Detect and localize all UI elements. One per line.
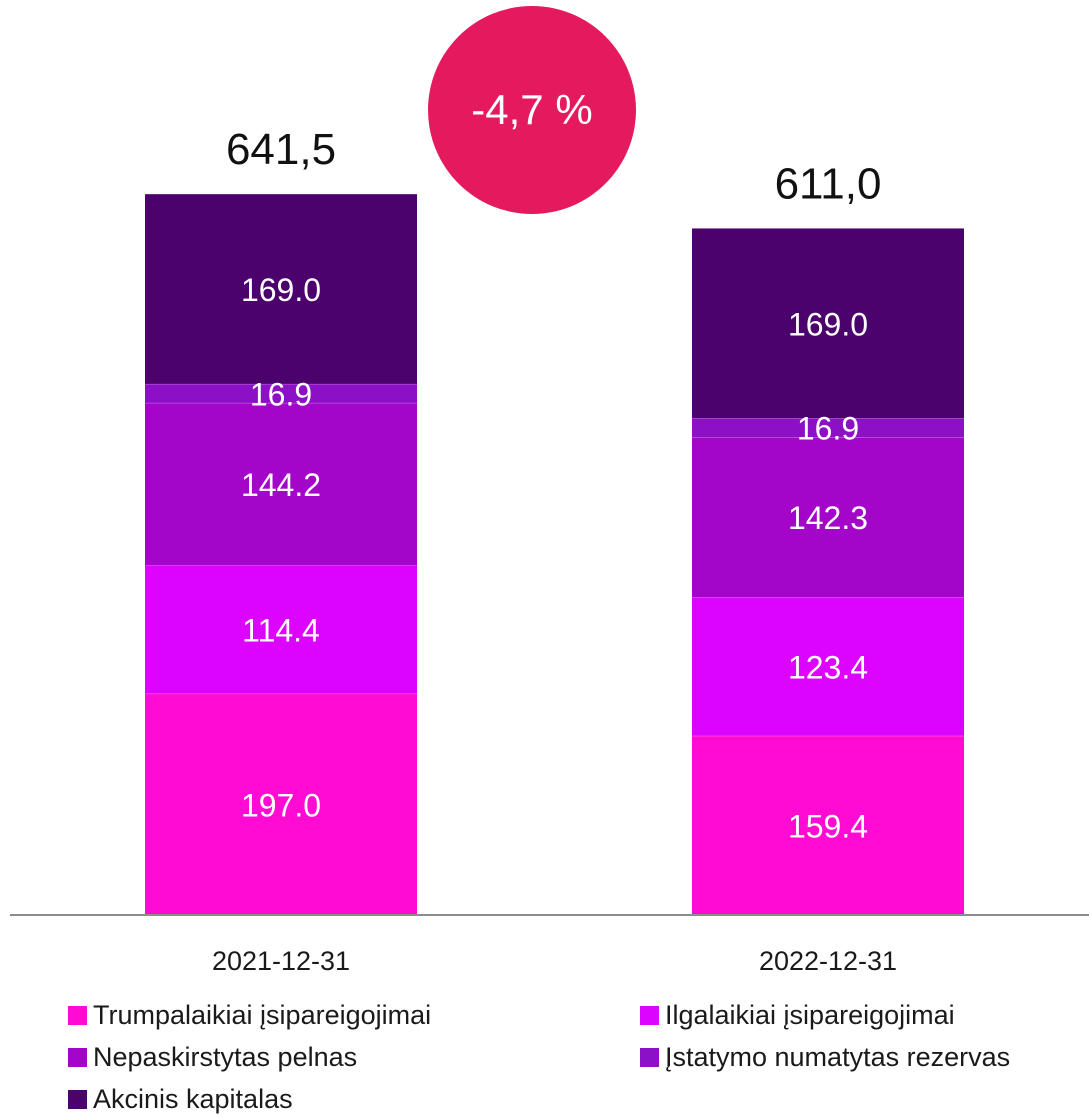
bar-segment-0-0	[145, 693, 417, 915]
bar-segment-3-0	[145, 383, 417, 403]
bar-segment-0-1	[692, 735, 964, 915]
x-tick-label: 2022-12-31	[759, 946, 897, 976]
bar-segment-4-1	[692, 228, 964, 419]
segment-value-label: 123.4	[788, 649, 868, 685]
bar-total-label: 641,5	[226, 125, 336, 174]
change-badge: -4,7 %	[428, 6, 636, 214]
bar-segment-2-1	[692, 437, 964, 598]
bar-segment-4-0	[145, 194, 417, 384]
segment-value-label: 114.4	[242, 612, 320, 648]
segment-value-label: 16.9	[250, 376, 312, 412]
change-badge-label: -4,7 %	[471, 86, 592, 133]
segment-value-label: 142.3	[788, 500, 868, 536]
bars-layer	[145, 193, 964, 915]
segment-value-label: 197.0	[241, 787, 321, 823]
segment-value-label: 169.0	[788, 306, 868, 342]
bar-total-label: 611,0	[775, 159, 882, 208]
segment-value-label: 144.2	[241, 467, 321, 503]
bar-segment-3-1	[692, 418, 964, 438]
x-tick-label: 2021-12-31	[212, 946, 350, 976]
segment-value-label: 159.4	[788, 808, 868, 844]
segment-value-label: 16.9	[797, 411, 859, 447]
segment-value-label: 169.0	[241, 272, 321, 308]
change-badge-circle	[428, 6, 636, 214]
labels-layer: 197.0 114.4 144.2 16.9 169.0 641,5 2021-12-31 1…	[212, 125, 897, 976]
bar-segment-1-1	[692, 597, 964, 736]
bar-segment-1-0	[145, 565, 417, 694]
bar-segment-2-0	[145, 402, 417, 566]
